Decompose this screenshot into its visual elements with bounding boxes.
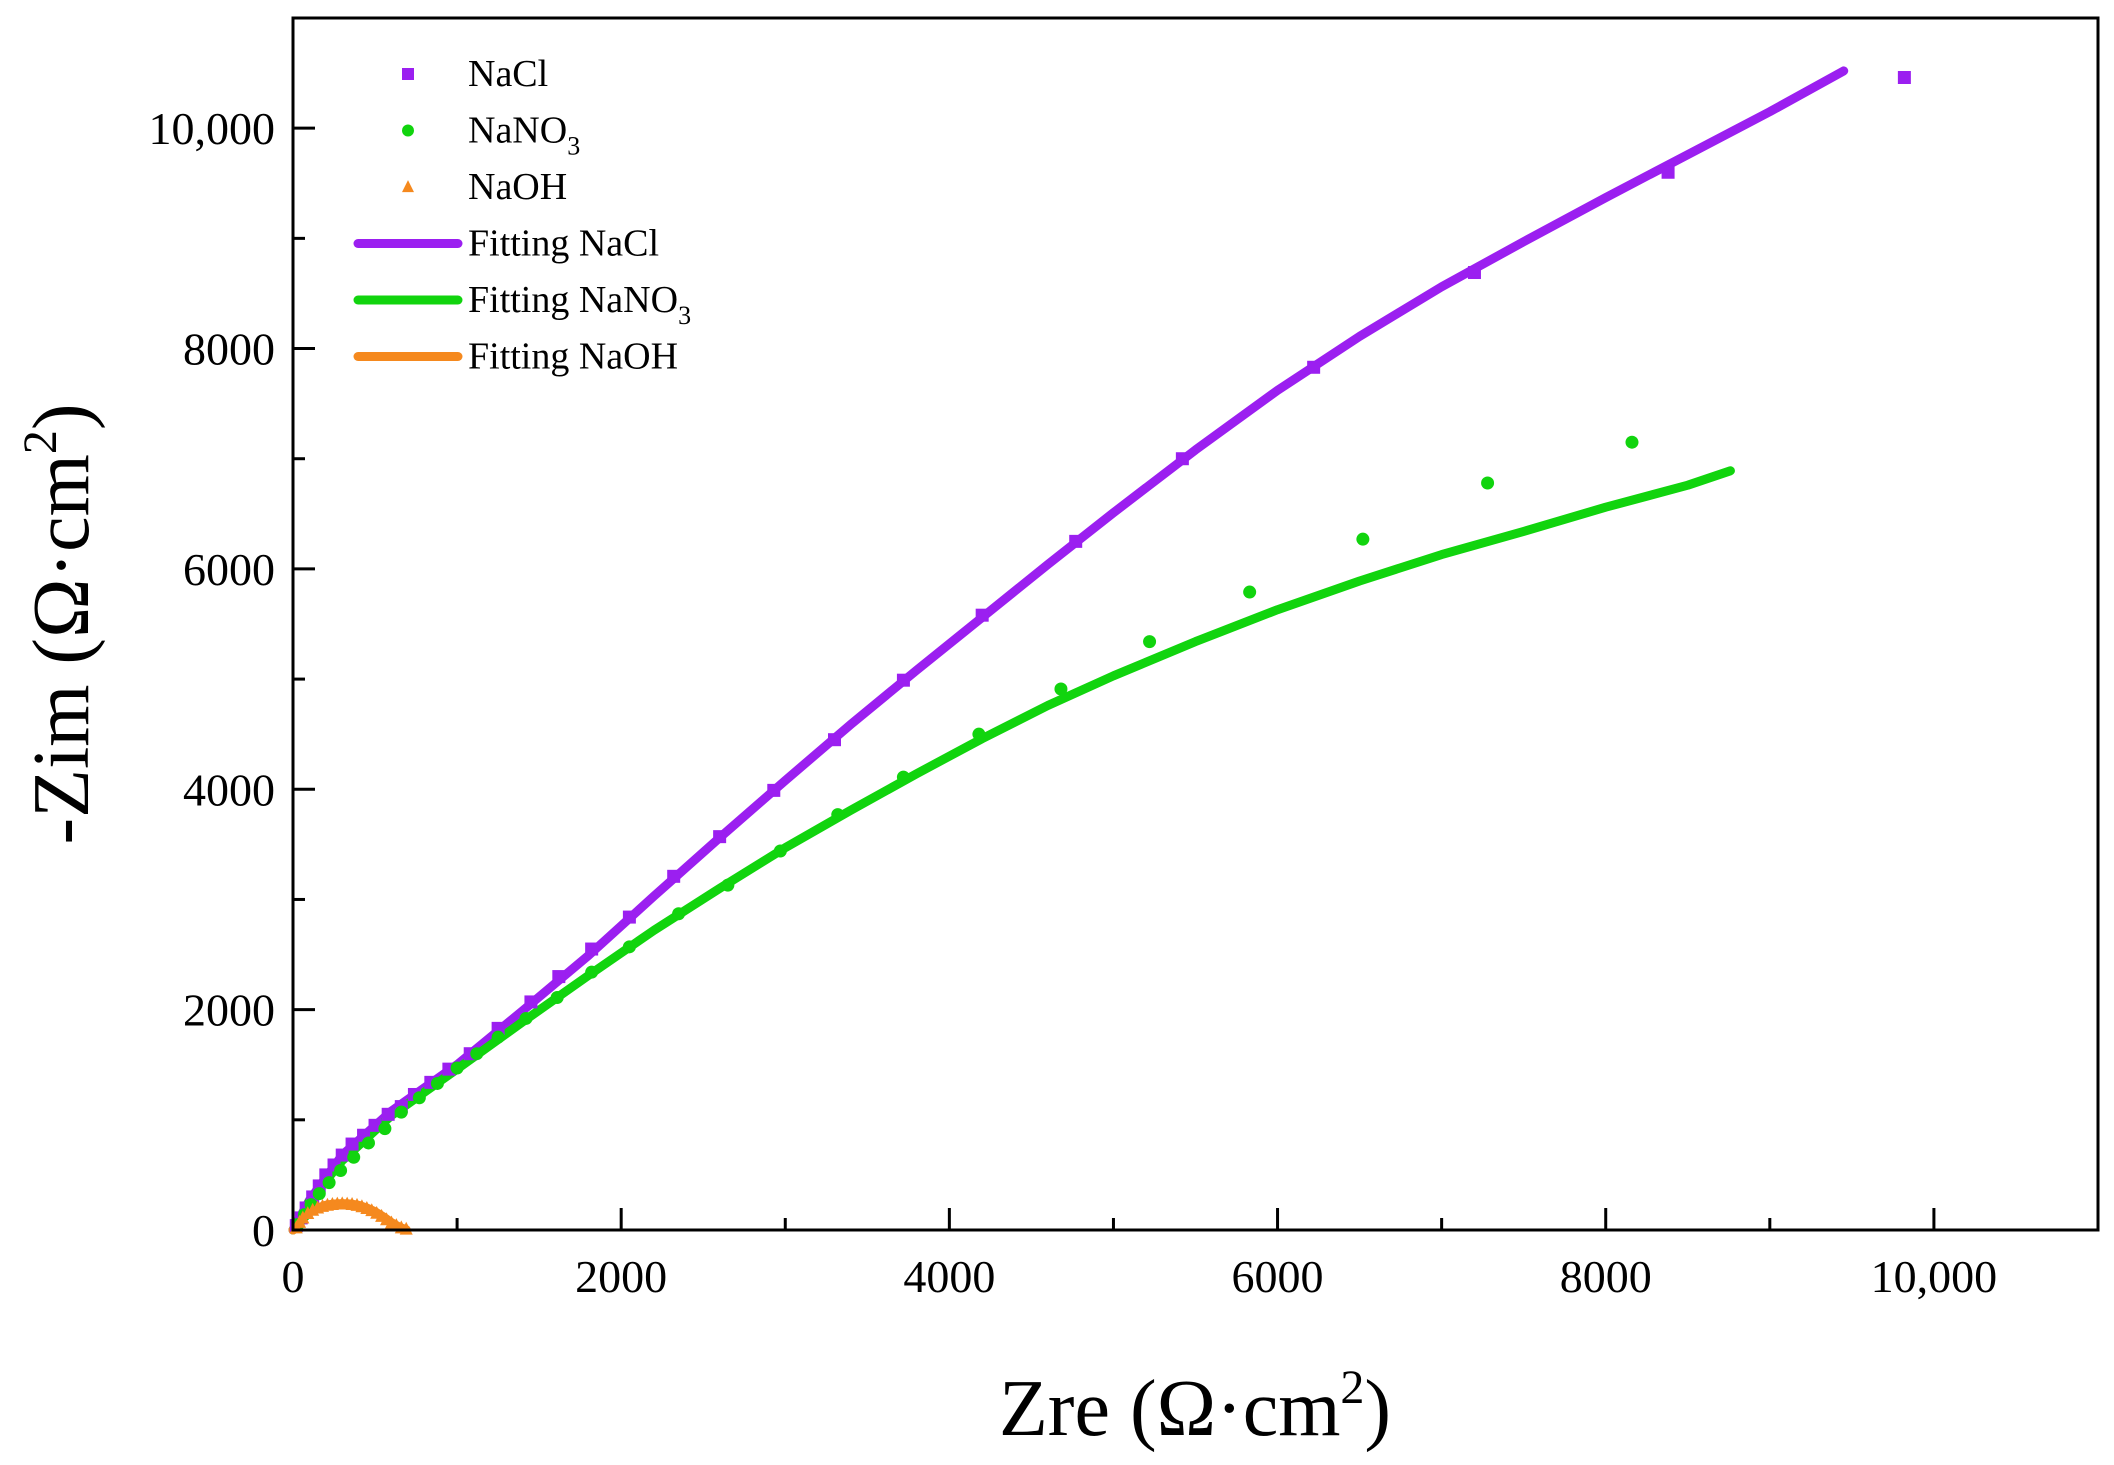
data-point-nano3 <box>450 1061 464 1075</box>
x-tick-label: 8000 <box>1560 1251 1652 1302</box>
x-axis-title-sup: 2 <box>1340 1361 1364 1414</box>
data-point-nano3 <box>1625 435 1639 449</box>
y-tick-label: 8000 <box>183 324 275 375</box>
series-line-fitting-nano3 <box>288 466 1735 1235</box>
data-point-nano3 <box>519 1011 533 1025</box>
data-point-nacl <box>381 1107 395 1121</box>
x-tick-label: 0 <box>282 1251 305 1302</box>
legend-label-text: NaCl <box>468 53 548 95</box>
legend-label-subscript: 3 <box>567 132 580 161</box>
data-point-nano3 <box>470 1047 484 1061</box>
data-point-nano3 <box>1481 476 1495 490</box>
data-point-nano3 <box>412 1091 426 1105</box>
data-point-nacl <box>585 942 599 956</box>
data-point-nacl <box>368 1118 382 1132</box>
legend-marker-nano3 <box>402 124 414 137</box>
x-axis-title-close: ) <box>1364 1365 1391 1453</box>
data-point-nacl <box>345 1137 359 1151</box>
x-tick-label: 10,000 <box>1871 1251 1998 1302</box>
data-point-nano3 <box>585 965 599 979</box>
data-point-nano3 <box>334 1164 348 1178</box>
data-point-nano3 <box>622 940 636 954</box>
legend-label-fitting-naoh: Fitting NaOH <box>468 336 678 378</box>
legend-marker-naoh <box>402 180 414 193</box>
data-point-nano3 <box>896 770 910 784</box>
data-point-nacl <box>1069 534 1083 548</box>
legend-label-text: Fitting NaNO <box>468 279 678 321</box>
data-point-nano3 <box>361 1136 375 1150</box>
data-point-nacl <box>667 869 681 883</box>
plot-frame <box>291 16 2100 1232</box>
legend-label-text: NaOH <box>468 166 567 208</box>
ticks-layer: 0 2000 4000 6000 8000 10,000 0 2000 4000 6000 8000… <box>149 103 1998 1302</box>
x-tick-label: 2000 <box>575 1251 667 1302</box>
legend-label-text: NaNO <box>468 110 567 152</box>
y-tick-label: 4000 <box>183 764 275 815</box>
legend-label-naoh: NaOH <box>468 166 567 208</box>
data-point-nacl <box>767 783 781 797</box>
series-markers-nano3 <box>291 435 1639 1231</box>
data-point-nacl <box>335 1148 349 1162</box>
data-point-nano3 <box>322 1176 336 1190</box>
data-point-nano3 <box>972 727 986 741</box>
data-point-nacl <box>1307 360 1321 374</box>
y-axis-title: -Zim (Ω·cm2) <box>14 403 106 844</box>
x-tick-label: 4000 <box>903 1251 995 1302</box>
data-point-nano3 <box>378 1122 392 1136</box>
data-point-nacl <box>1897 70 1911 84</box>
y-tick-label: 0 <box>252 1205 275 1256</box>
data-point-nano3 <box>394 1105 408 1119</box>
data-point-nano3 <box>1356 532 1370 546</box>
y-tick-label: 6000 <box>183 544 275 595</box>
data-point-nacl <box>524 995 538 1009</box>
data-point-nano3 <box>1243 585 1257 599</box>
legend-label-nano3: NaNO3 <box>468 110 580 161</box>
data-point-nano3 <box>550 991 564 1005</box>
y-axis-title-sup: 2 <box>14 430 67 454</box>
data-point-nacl <box>552 970 566 984</box>
x-axis-title: Zre (Ω·cm2) <box>999 1361 1391 1453</box>
y-tick-label: 2000 <box>183 985 275 1036</box>
data-point-nacl <box>896 673 910 687</box>
legend-label-subscript: 3 <box>678 301 691 330</box>
data-point-nano3 <box>721 878 735 892</box>
data-point-nacl <box>713 830 727 844</box>
data-point-nacl <box>1661 165 1675 179</box>
x-tick-label: 6000 <box>1232 1251 1324 1302</box>
y-axis-title-text: -Zim (Ω·cm <box>18 454 106 844</box>
data-point-nano3 <box>491 1030 505 1044</box>
y-axis-title-close: ) <box>18 403 106 430</box>
legend-label-nacl: NaCl <box>468 53 548 95</box>
data-point-nacl <box>828 733 841 747</box>
data-point-nacl <box>1175 452 1189 466</box>
data-point-nano3 <box>831 808 845 822</box>
data-point-nacl <box>975 608 989 622</box>
data-point-nano3 <box>1054 682 1068 696</box>
data-point-nano3 <box>347 1150 361 1164</box>
y-tick-label: 10,000 <box>149 103 276 154</box>
x-axis-title-text: Zre (Ω·cm <box>999 1365 1340 1453</box>
legend-marker-nacl <box>402 68 414 80</box>
legend-label-text: Fitting NaOH <box>468 336 678 378</box>
data-point-nacl <box>1467 266 1481 280</box>
data-point-nano3 <box>1143 635 1157 649</box>
legend-label-text: Fitting NaCl <box>468 223 659 265</box>
legend-label-fitting-nano3: Fitting NaNO3 <box>468 279 691 330</box>
legend-label-fitting-nacl: Fitting NaCl <box>468 223 659 265</box>
data-point-nano3 <box>773 844 787 858</box>
data-point-naoh <box>301 1206 315 1220</box>
series-layer <box>288 66 1911 1235</box>
data-point-nano3 <box>672 907 686 921</box>
data-point-nano3 <box>430 1076 444 1090</box>
data-point-nacl <box>622 910 636 924</box>
data-point-nano3 <box>312 1187 326 1201</box>
